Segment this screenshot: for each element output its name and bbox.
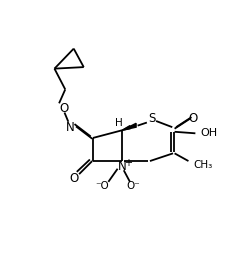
Text: OH: OH bbox=[201, 128, 218, 138]
Text: N: N bbox=[65, 121, 74, 134]
Polygon shape bbox=[122, 126, 130, 130]
Text: S: S bbox=[148, 112, 155, 125]
Text: O: O bbox=[188, 112, 198, 125]
Text: O: O bbox=[70, 172, 79, 185]
Polygon shape bbox=[122, 123, 136, 130]
Text: ⁻O: ⁻O bbox=[95, 181, 109, 191]
Text: CH₃: CH₃ bbox=[193, 160, 212, 170]
Text: +: + bbox=[124, 158, 132, 168]
Text: H: H bbox=[115, 117, 123, 128]
Text: O: O bbox=[60, 102, 69, 115]
Text: N: N bbox=[118, 160, 127, 173]
Text: O⁻: O⁻ bbox=[126, 181, 140, 191]
